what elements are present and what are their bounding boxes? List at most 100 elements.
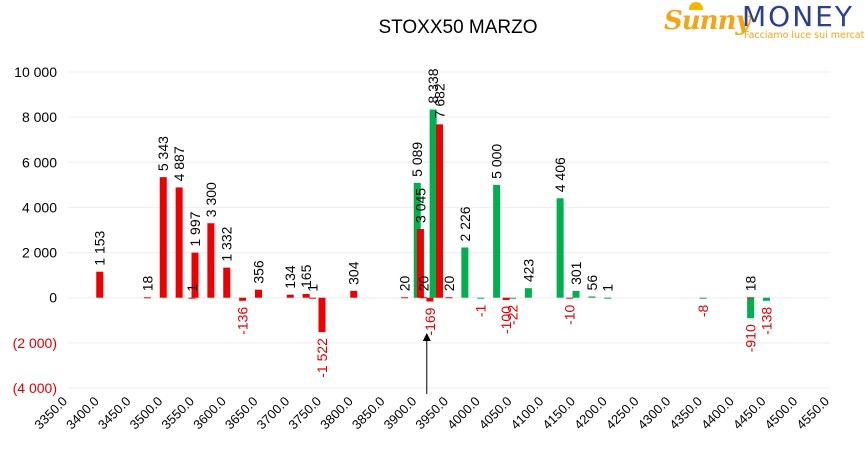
logo-word-sunny: Sunny bbox=[664, 6, 751, 36]
bar-value-label: -138 bbox=[759, 307, 775, 335]
x-tick-label: 3700.0 bbox=[254, 394, 293, 433]
bar-value-label: -1 bbox=[473, 305, 489, 318]
sunny-money-logo: Sunny MONEY Facciamo luce sui mercati bbox=[662, 0, 865, 46]
bar-value-label: 2 226 bbox=[457, 206, 473, 241]
bar-value-label: 20 bbox=[416, 275, 432, 291]
bar bbox=[286, 294, 294, 298]
logo-tagline: Facciamo luce sui mercati bbox=[744, 30, 865, 41]
x-tick-label: 4400.0 bbox=[698, 394, 737, 433]
bar bbox=[699, 297, 707, 299]
bar bbox=[401, 297, 409, 299]
y-tick-label: 8 000 bbox=[22, 109, 57, 125]
bar bbox=[188, 297, 196, 299]
x-tick-label: 3950.0 bbox=[412, 394, 451, 433]
logo-word-money: MONEY bbox=[742, 0, 854, 33]
bar-value-label: 4 406 bbox=[552, 157, 568, 192]
x-tick-label: 4000.0 bbox=[444, 394, 483, 433]
bar-value-label: -8 bbox=[695, 305, 711, 318]
bar-value-label: 1 332 bbox=[219, 226, 235, 261]
x-tick-label: 4550.0 bbox=[793, 394, 832, 433]
x-tick-label: 4300.0 bbox=[635, 394, 674, 433]
bar bbox=[477, 297, 485, 299]
bar-value-label: 1 bbox=[304, 284, 320, 292]
price-marker bbox=[422, 333, 431, 394]
bar-value-label: 165 bbox=[298, 264, 314, 288]
x-tick-label: 3350.0 bbox=[31, 394, 70, 433]
bar-value-label: -910 bbox=[743, 324, 759, 352]
bar-value-label: -22 bbox=[505, 305, 521, 325]
bar-value-label: 1 997 bbox=[187, 211, 203, 246]
bars bbox=[96, 109, 770, 333]
x-tick-label: 4100.0 bbox=[508, 394, 547, 433]
bar bbox=[255, 289, 262, 298]
bar bbox=[191, 252, 199, 298]
y-tick-label: 0 bbox=[49, 290, 57, 306]
bar-value-label: 8 338 bbox=[425, 68, 441, 103]
x-tick-label: 3550.0 bbox=[158, 394, 197, 433]
y-tick-label: 10 000 bbox=[14, 64, 57, 80]
x-tick-label: 3750.0 bbox=[285, 394, 324, 433]
x-tick-label: 3900.0 bbox=[381, 394, 420, 433]
bar bbox=[509, 297, 516, 299]
bar bbox=[566, 297, 574, 299]
chart-title: STOXX50 MARZO bbox=[378, 17, 537, 38]
x-tick-label: 4150.0 bbox=[539, 394, 578, 433]
bar bbox=[604, 297, 612, 299]
bar-value-label: 3 045 bbox=[412, 188, 428, 223]
bar-value-label: 5 089 bbox=[409, 142, 425, 177]
bar bbox=[420, 297, 428, 299]
bar-value-label: 5 343 bbox=[155, 136, 171, 171]
bar bbox=[302, 293, 310, 298]
y-axis: 10 000 8 000 6 000 4 000 2 000 0 (2 000) (4 000… bbox=[13, 64, 58, 396]
bar bbox=[416, 228, 424, 298]
bar-value-label: 7 682 bbox=[431, 83, 447, 118]
bar-value-label: 5 000 bbox=[489, 144, 505, 179]
bar-value-label: -169 bbox=[422, 307, 438, 335]
bar bbox=[572, 290, 580, 298]
bar bbox=[239, 297, 247, 301]
x-tick-label: 4500.0 bbox=[762, 394, 801, 433]
bar bbox=[223, 267, 231, 298]
y-tick-label: (2 000) bbox=[13, 335, 57, 351]
bar bbox=[747, 297, 755, 319]
bar-value-label: 1 bbox=[600, 284, 616, 292]
sun-icon bbox=[689, 2, 703, 10]
bar-value-label: 3 300 bbox=[203, 182, 219, 217]
bar-value-label: 56 bbox=[584, 275, 600, 291]
x-tick-label: 3500.0 bbox=[127, 394, 166, 433]
bar bbox=[175, 187, 183, 298]
x-tick-label: 4250.0 bbox=[603, 394, 642, 433]
bar-value-label: -100 bbox=[498, 306, 514, 334]
bar-value-label: 134 bbox=[282, 265, 298, 289]
bar bbox=[747, 297, 755, 299]
bar bbox=[429, 109, 437, 298]
x-tick-label: 4200.0 bbox=[571, 394, 610, 433]
x-tick-label: 3650.0 bbox=[222, 394, 261, 433]
bar bbox=[318, 297, 326, 333]
x-axis: 3350.03400.03450.03500.03550.03600.03650… bbox=[31, 394, 832, 433]
bar bbox=[207, 223, 215, 298]
y-tick-label: 4 000 bbox=[22, 199, 57, 215]
bar-value-label: -136 bbox=[235, 307, 251, 335]
bar-value-label: 20 bbox=[397, 275, 413, 291]
bar-value-label: -1 522 bbox=[314, 338, 330, 378]
bar-value-label: 1 153 bbox=[92, 230, 108, 265]
bar bbox=[143, 297, 151, 299]
bar-value-label: 423 bbox=[520, 259, 536, 283]
arrow-up-icon bbox=[422, 333, 431, 341]
x-tick-label: 3800.0 bbox=[317, 394, 356, 433]
x-tick-label: 3450.0 bbox=[95, 394, 134, 433]
bar bbox=[556, 198, 564, 298]
x-tick-label: 4350.0 bbox=[666, 394, 705, 433]
bar-value-label: 356 bbox=[251, 260, 267, 284]
x-tick-label: 4050.0 bbox=[476, 394, 515, 433]
bar bbox=[445, 297, 453, 299]
bar bbox=[763, 297, 770, 301]
bar-value-label: 20 bbox=[441, 275, 457, 291]
bar-value-label: 301 bbox=[568, 261, 584, 285]
bar-value-label: -10 bbox=[562, 305, 578, 325]
bar-value-label: 18 bbox=[139, 276, 155, 292]
bar bbox=[588, 296, 596, 298]
